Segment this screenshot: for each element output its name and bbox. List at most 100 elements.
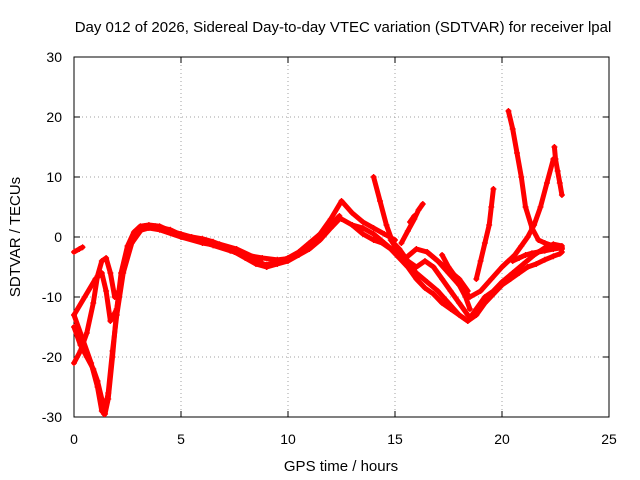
data-point xyxy=(83,354,90,360)
data-point xyxy=(456,282,463,288)
data-point xyxy=(98,258,105,264)
data-point xyxy=(152,223,159,230)
data-point xyxy=(71,249,77,255)
y-tick-label: 0 xyxy=(54,229,62,245)
data-point xyxy=(111,294,118,300)
data-series-13 xyxy=(439,252,473,312)
data-point xyxy=(233,246,240,252)
series-points xyxy=(509,244,565,264)
data-point xyxy=(359,219,366,225)
data-point xyxy=(120,270,127,276)
data-point xyxy=(421,258,428,264)
data-point xyxy=(477,258,484,264)
data-point xyxy=(383,222,390,228)
data-point xyxy=(252,255,259,261)
series-points xyxy=(439,252,473,312)
data-point xyxy=(285,255,291,262)
data-point xyxy=(541,247,548,254)
data-point xyxy=(327,225,334,231)
data-point xyxy=(263,264,270,270)
series-trace xyxy=(439,252,473,312)
data-point xyxy=(77,342,84,348)
data-point xyxy=(490,186,497,192)
data-point xyxy=(509,126,516,132)
data-point xyxy=(490,291,497,297)
data-point xyxy=(535,249,542,255)
data-point xyxy=(518,174,525,180)
x-tick-label: 20 xyxy=(494,431,510,447)
data-series-14 xyxy=(473,186,497,282)
data-point xyxy=(317,231,324,237)
data-point xyxy=(379,240,386,246)
data-series-16 xyxy=(509,244,565,264)
data-series-4 xyxy=(71,223,270,417)
data-point xyxy=(128,240,135,246)
data-point xyxy=(554,168,561,174)
data-point xyxy=(71,324,77,330)
data-point xyxy=(107,318,114,324)
data-point xyxy=(509,258,516,264)
data-point xyxy=(349,210,356,216)
data-point xyxy=(558,192,565,198)
data-point xyxy=(113,312,120,318)
data-point xyxy=(216,241,223,248)
data-point xyxy=(541,240,548,246)
data-point xyxy=(103,255,110,261)
data-point xyxy=(421,285,428,291)
data-point xyxy=(488,204,495,210)
series-points xyxy=(473,186,497,282)
data-point xyxy=(109,348,116,354)
data-point xyxy=(524,264,531,270)
data-point xyxy=(473,276,480,282)
data-point xyxy=(94,273,101,279)
series-points xyxy=(349,222,565,324)
data-point xyxy=(430,264,437,270)
data-point xyxy=(522,252,529,258)
series-trace xyxy=(505,108,565,252)
data-point xyxy=(370,225,377,231)
data-point xyxy=(107,270,114,276)
y-tick-label: -10 xyxy=(42,289,62,305)
data-point xyxy=(396,246,403,252)
data-point xyxy=(359,231,366,237)
data-point xyxy=(71,360,77,366)
data-point xyxy=(90,366,97,372)
data-point xyxy=(464,288,471,294)
data-point xyxy=(100,411,107,417)
data-point xyxy=(516,270,523,276)
x-tick-label: 0 xyxy=(70,431,78,447)
data-point xyxy=(543,180,550,186)
data-point xyxy=(370,231,377,237)
data-point xyxy=(499,282,505,288)
data-point xyxy=(413,264,420,270)
data-point xyxy=(556,180,563,186)
data-point xyxy=(434,258,441,264)
data-series-17 xyxy=(551,144,565,198)
data-point xyxy=(507,276,514,282)
data-point xyxy=(306,246,313,252)
data-point xyxy=(295,252,302,258)
data-series-9 xyxy=(387,237,471,318)
data-point xyxy=(349,222,356,228)
data-point xyxy=(464,312,471,318)
data-point xyxy=(528,225,535,231)
data-point xyxy=(103,288,110,294)
data-point xyxy=(477,288,484,294)
data-point xyxy=(481,294,488,300)
data-point xyxy=(537,204,544,210)
data-point xyxy=(505,108,512,114)
data-point xyxy=(182,234,189,240)
x-tick-label: 25 xyxy=(601,431,617,447)
data-point xyxy=(71,312,77,318)
data-point xyxy=(76,246,83,252)
series-points xyxy=(387,237,471,318)
data-point xyxy=(445,264,452,270)
data-point xyxy=(486,222,493,228)
data-point xyxy=(259,255,266,261)
data-point xyxy=(370,237,377,243)
data-point xyxy=(424,249,431,255)
data-point xyxy=(81,294,88,300)
data-point xyxy=(513,150,520,156)
data-series-5 xyxy=(71,244,86,255)
